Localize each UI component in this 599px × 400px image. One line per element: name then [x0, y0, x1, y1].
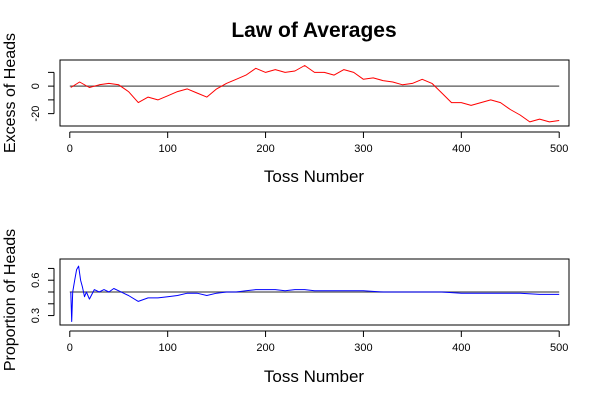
x-tick-label: 0 — [67, 143, 73, 155]
x-tick-label: 500 — [550, 143, 568, 155]
x-tick-label: 0 — [67, 342, 73, 354]
x-tick-label: 200 — [256, 143, 274, 155]
series-excess — [70, 65, 560, 123]
x-axis-label-proportion: Toss Number — [264, 367, 364, 386]
y-tick-label: 0.3 — [30, 308, 42, 323]
y-tick-label: 0.6 — [30, 273, 42, 288]
x-axis-excess: 0 100 200 300 400 500 — [67, 131, 568, 155]
x-tick-label: 400 — [452, 143, 470, 155]
plot-frame-excess — [59, 59, 570, 127]
y-tick-label: -20 — [30, 106, 42, 122]
series-line — [70, 265, 560, 322]
x-tick-label: 100 — [158, 143, 176, 155]
x-axis-proportion: 0 100 200 300 400 500 — [67, 330, 568, 354]
plot-frame-proportion — [59, 258, 570, 326]
series-proportion — [70, 265, 560, 322]
panel-proportion-of-heads: 0 100 200 300 400 500 0.3 0.6 Toss Number Prop… — [2, 229, 570, 386]
x-tick-label: 500 — [550, 342, 568, 354]
panel-excess-of-heads: 0 100 200 300 400 500 -20 0 Toss Number Excess… — [2, 33, 570, 186]
series-line — [70, 65, 560, 123]
x-tick-label: 300 — [354, 342, 372, 354]
chart-title: Law of Averages — [231, 19, 396, 42]
x-tick-label: 300 — [354, 143, 372, 155]
y-axis-proportion: 0.3 0.6 — [30, 267, 55, 323]
x-tick-label: 400 — [452, 342, 470, 354]
x-axis-label-excess: Toss Number — [264, 167, 364, 186]
y-tick-label: 0 — [30, 83, 42, 89]
x-tick-label: 200 — [256, 342, 274, 354]
y-axis-excess: -20 0 — [30, 71, 55, 122]
y-axis-label-proportion: Proportion of Heads — [2, 229, 19, 371]
x-tick-label: 100 — [158, 342, 176, 354]
y-axis-label-excess: Excess of Heads — [2, 33, 19, 153]
